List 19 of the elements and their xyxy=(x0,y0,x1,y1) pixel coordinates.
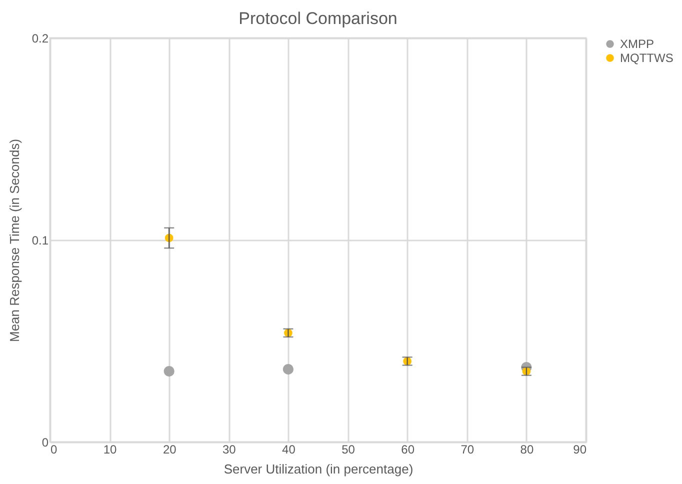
point xyxy=(164,366,174,377)
chart-title: Protocol Comparison xyxy=(238,9,398,28)
x-axis-title: Server Utilization (in percentage) xyxy=(224,462,414,476)
x-tick-label: 70 xyxy=(460,442,474,456)
x-tick-label: 90 xyxy=(573,442,587,456)
y-axis-title: Mean Response Time (in Seconds) xyxy=(6,138,22,342)
x-tick-label: 40 xyxy=(282,442,296,456)
point xyxy=(282,364,294,375)
legend-label: XMPP xyxy=(620,37,654,51)
x-tick-label: 50 xyxy=(342,442,356,456)
x-tick-label: 30 xyxy=(222,442,236,456)
y-tick-label: 0.2 xyxy=(32,32,49,46)
x-tick-label: 0 xyxy=(50,442,58,456)
y-tick-label: 0.1 xyxy=(32,234,49,248)
x-tick-label: 60 xyxy=(401,442,415,456)
legend-label: MQTTWS xyxy=(620,51,674,65)
x-tick-label: 80 xyxy=(520,442,534,456)
x-tick-label: 20 xyxy=(162,442,177,456)
x-tick-label: 10 xyxy=(103,442,118,456)
